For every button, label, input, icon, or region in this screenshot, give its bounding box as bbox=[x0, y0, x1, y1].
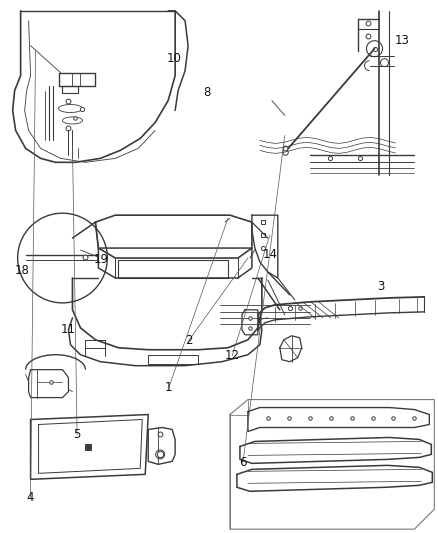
Text: 12: 12 bbox=[225, 349, 240, 362]
Text: 19: 19 bbox=[94, 253, 109, 266]
Text: 3: 3 bbox=[377, 280, 384, 293]
Text: 8: 8 bbox=[203, 86, 211, 99]
Text: 6: 6 bbox=[239, 456, 247, 469]
Text: 10: 10 bbox=[167, 52, 182, 64]
Text: 18: 18 bbox=[14, 264, 29, 277]
Text: 2: 2 bbox=[185, 334, 192, 348]
Text: 5: 5 bbox=[74, 429, 81, 441]
Text: 14: 14 bbox=[263, 248, 278, 261]
Text: 4: 4 bbox=[27, 491, 34, 504]
Text: 11: 11 bbox=[61, 322, 76, 336]
Text: 1: 1 bbox=[165, 381, 173, 394]
Text: 13: 13 bbox=[395, 34, 410, 47]
